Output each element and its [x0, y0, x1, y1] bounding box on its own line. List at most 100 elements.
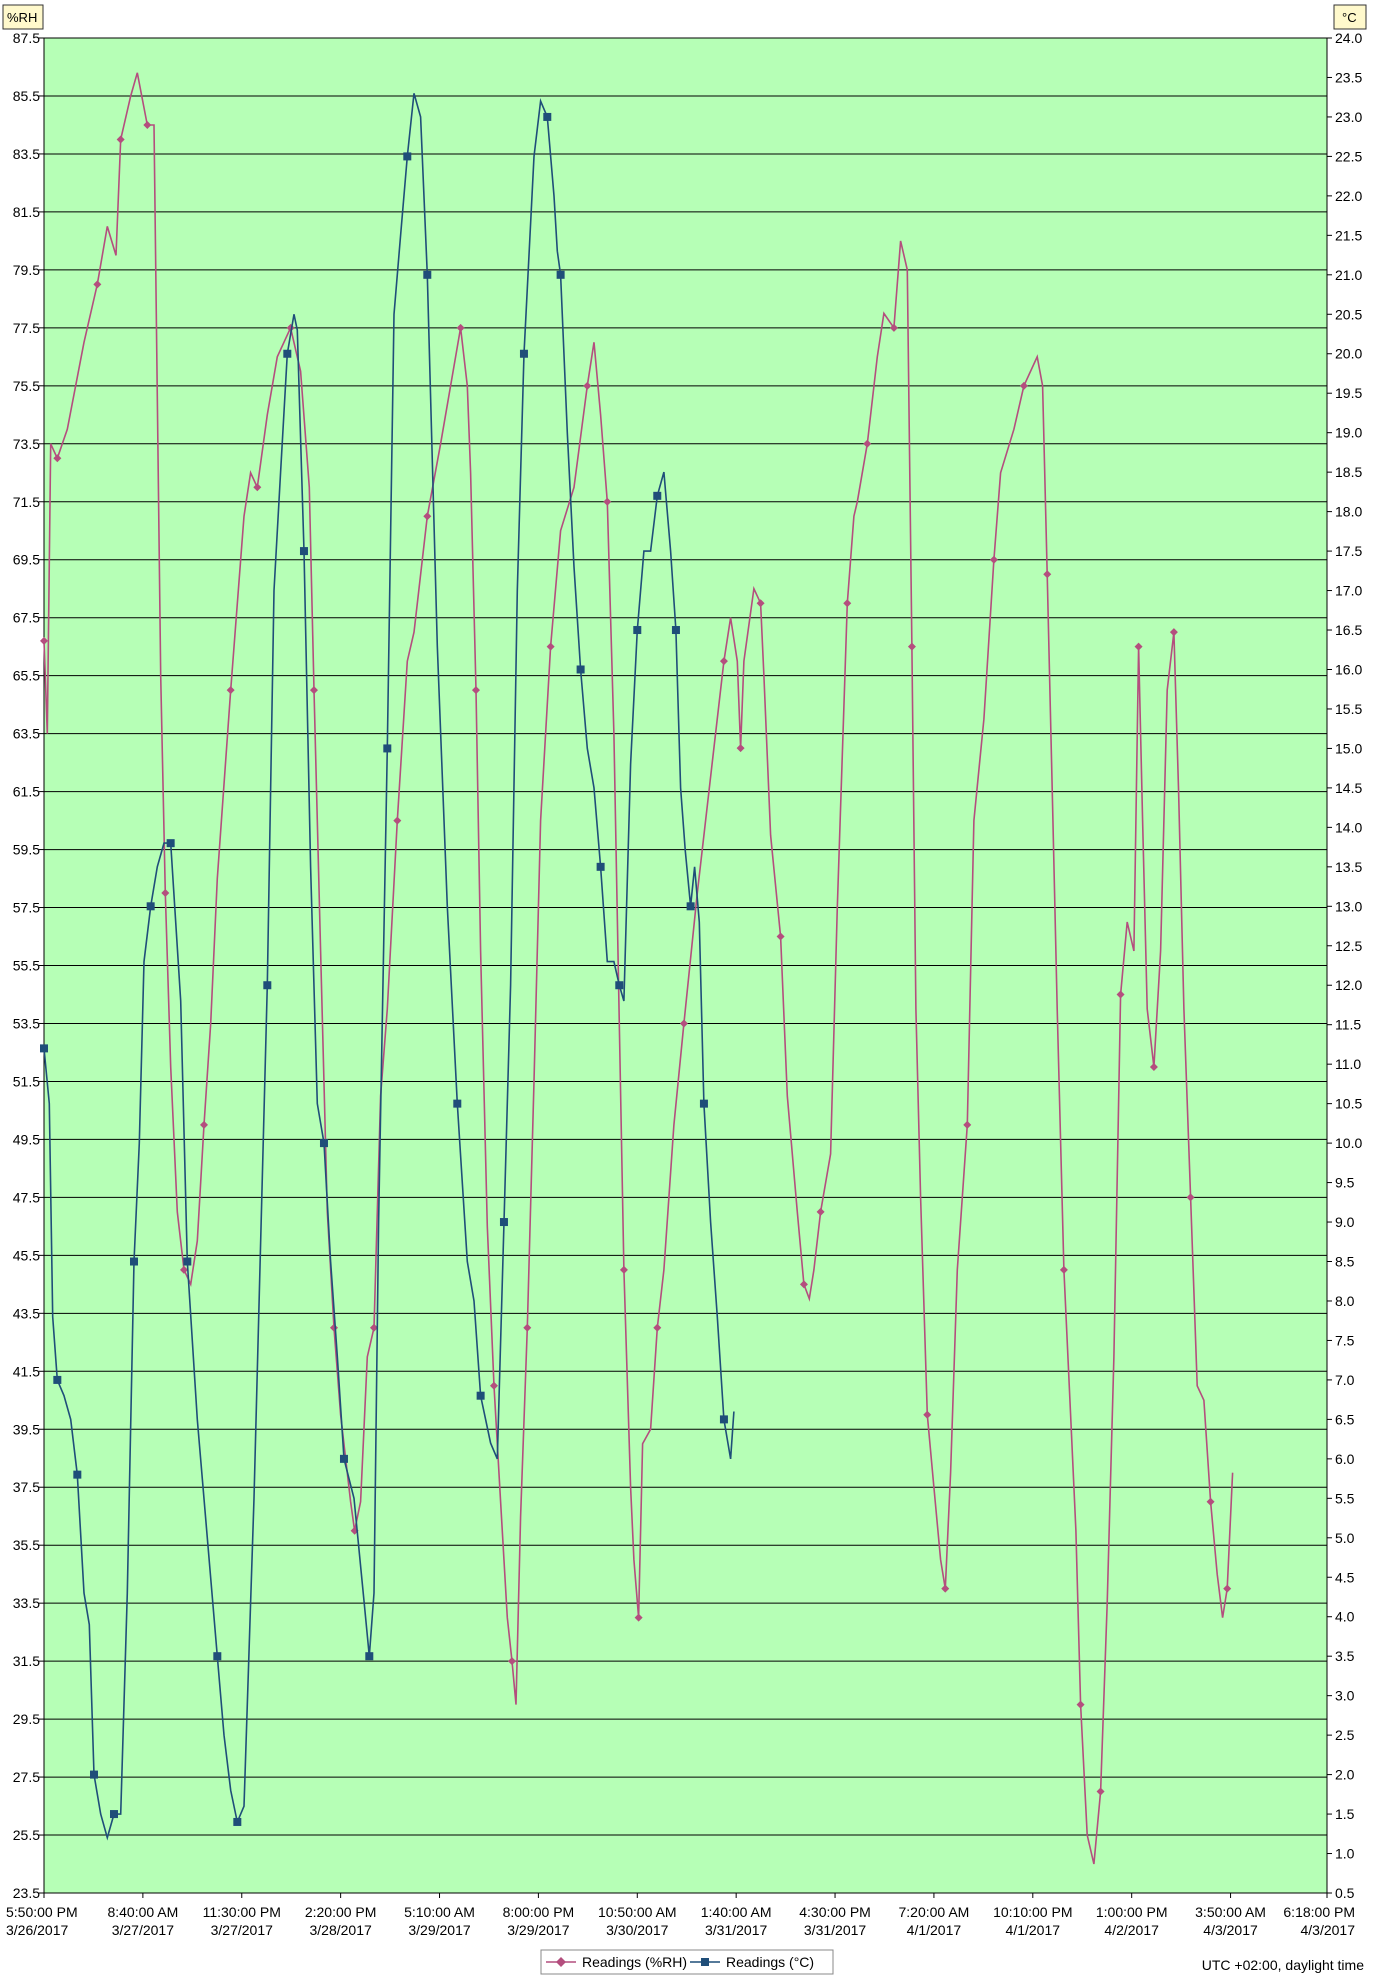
rh-point: [369, 1323, 378, 1332]
right-tick-label: 1.5: [1335, 1806, 1355, 1822]
x-tick-time: 8:40:00 AM: [107, 1904, 178, 1920]
temp-point: [453, 1099, 462, 1108]
rh-point: [523, 1323, 532, 1332]
x-tick-time: 7:20:00 AM: [899, 1904, 970, 1920]
rh-point: [756, 599, 765, 608]
rh-point: [863, 439, 872, 448]
x-tick-date: 4/1/2017: [907, 1922, 962, 1938]
temp-point: [576, 665, 585, 674]
left-tick-label: 27.5: [13, 1769, 40, 1785]
left-tick-label: 79.5: [13, 262, 40, 278]
temp-point: [719, 1415, 728, 1424]
temp-point: [299, 547, 308, 556]
right-tick-label: 15.5: [1335, 701, 1362, 717]
right-tick-label: 4.0: [1335, 1609, 1355, 1625]
right-tick-label: 9.0: [1335, 1214, 1355, 1230]
rh-point: [679, 1019, 688, 1028]
temp-point: [596, 862, 605, 871]
temp-point: [403, 152, 412, 161]
right-tick-label: 7.5: [1335, 1332, 1355, 1348]
right-tick-label: 18.5: [1335, 464, 1362, 480]
right-tick-label: 20.5: [1335, 306, 1362, 322]
rh-point: [843, 599, 852, 608]
right-tick-label: 13.5: [1335, 859, 1362, 875]
left-tick-label: 59.5: [13, 842, 40, 858]
right-tick-label: 2.5: [1335, 1727, 1355, 1743]
left-tick-label: 43.5: [13, 1305, 40, 1321]
temp-point: [213, 1652, 222, 1661]
left-tick-label: 41.5: [13, 1363, 40, 1379]
right-tick-label: 21.5: [1335, 227, 1362, 243]
x-tick-date: 3/28/2017: [309, 1922, 371, 1938]
rh-point: [941, 1584, 950, 1593]
rh-point: [1169, 628, 1178, 637]
left-tick-label: 77.5: [13, 320, 40, 336]
left-tick-label: 61.5: [13, 784, 40, 800]
temp-point: [233, 1817, 242, 1826]
x-tick-time: 2:20:00 PM: [305, 1904, 377, 1920]
left-tick-label: 35.5: [13, 1537, 40, 1553]
temp-point: [686, 902, 695, 911]
x-tick-date: 4/2/2017: [1104, 1922, 1159, 1938]
rh-point: [1149, 1062, 1158, 1071]
right-tick-label: 15.0: [1335, 740, 1362, 756]
legend-rh-marker: [556, 1957, 566, 1967]
right-tick-label: 5.5: [1335, 1490, 1355, 1506]
right-tick-label: 12.0: [1335, 977, 1362, 993]
rh-point: [776, 932, 785, 941]
x-tick-time: 5:50:00 PM: [6, 1904, 78, 1920]
rh-point: [199, 1120, 208, 1129]
x-tick-date: 3/27/2017: [211, 1922, 273, 1938]
series-line-rh: [43, 72, 1234, 1865]
right-tick-label: 0.5: [1335, 1885, 1355, 1901]
x-tick-date: 3/31/2017: [705, 1922, 767, 1938]
rh-point: [1186, 1193, 1195, 1202]
temp-point: [146, 902, 155, 911]
left-tick-label: 25.5: [13, 1827, 40, 1843]
right-tick-label: 19.5: [1335, 385, 1362, 401]
rh-point: [40, 636, 48, 645]
rh-point: [93, 280, 102, 289]
right-tick-label: 13.0: [1335, 898, 1362, 914]
rh-point: [1206, 1497, 1215, 1506]
left-tick-label: 39.5: [13, 1421, 40, 1437]
left-tick-label: 85.5: [13, 88, 40, 104]
left-tick-label: 73.5: [13, 436, 40, 452]
right-tick-label: 7.0: [1335, 1372, 1355, 1388]
x-tick-time: 3:50:00 AM: [1195, 1904, 1266, 1920]
x-tick-time: 10:50:00 AM: [598, 1904, 677, 1920]
right-tick-label: 5.0: [1335, 1530, 1355, 1546]
x-tick-date: 3/30/2017: [606, 1922, 668, 1938]
left-tick-label: 69.5: [13, 552, 40, 568]
right-tick-label: 6.5: [1335, 1411, 1355, 1427]
left-tick-label: 65.5: [13, 668, 40, 684]
rh-point: [1019, 381, 1028, 390]
x-tick-time: 1:00:00 PM: [1096, 1904, 1168, 1920]
rh-point: [1096, 1787, 1105, 1796]
right-tick-label: 6.0: [1335, 1451, 1355, 1467]
rh-point: [634, 1613, 643, 1622]
rh-point: [143, 120, 152, 129]
left-tick-label: 33.5: [13, 1595, 40, 1611]
x-axis-ticks: 5:50:00 PM 3/26/2017 8:40:00 AM 3/27/2017 11…: [6, 1893, 1355, 1938]
right-tick-label: 23.0: [1335, 109, 1362, 125]
legend-temp-marker: [701, 1958, 709, 1966]
x-tick-time: 4:30:00 PM: [799, 1904, 871, 1920]
rh-point: [309, 686, 318, 695]
temp-point: [53, 1375, 62, 1384]
series-line-temp: [43, 93, 735, 1841]
x-tick-time: 6:18:00 PM: [1283, 1904, 1355, 1920]
temp-point: [365, 1652, 374, 1661]
x-tick-date: 4/3/2017: [1203, 1922, 1258, 1938]
x-tick-date: 3/29/2017: [507, 1922, 569, 1938]
legend-rh-label: Readings (%RH): [582, 1954, 687, 1970]
right-tick-label: 23.5: [1335, 69, 1362, 85]
x-tick-date: 3/31/2017: [804, 1922, 866, 1938]
temp-point: [633, 626, 642, 635]
right-tick-label: 11.5: [1335, 1017, 1361, 1033]
rh-point: [253, 483, 262, 492]
rh-point: [923, 1410, 932, 1419]
right-tick-label: 14.0: [1335, 819, 1362, 835]
